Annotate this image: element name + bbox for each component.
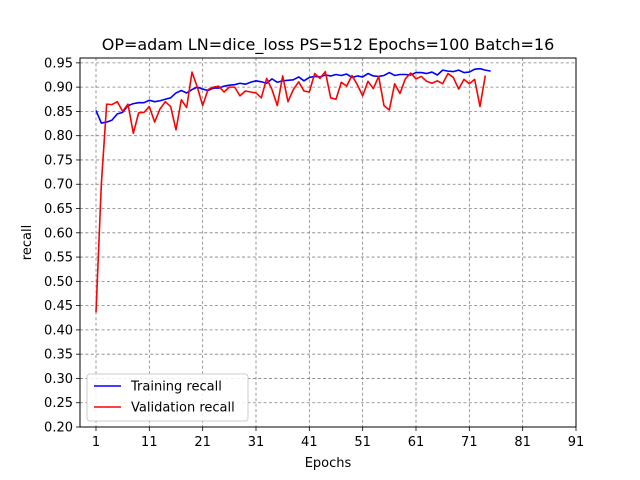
x-tick-label: 1 bbox=[92, 435, 100, 450]
chart-title: OP=adam LN=dice_loss PS=512 Epochs=100 B… bbox=[102, 35, 555, 55]
y-tick-label: 0.45 bbox=[44, 299, 73, 314]
y-tick-label: 0.40 bbox=[44, 323, 73, 338]
x-tick-label: 41 bbox=[301, 435, 318, 450]
y-tick-label: 0.55 bbox=[44, 251, 73, 266]
y-tick-label: 0.25 bbox=[44, 396, 73, 411]
series-line-training-recall bbox=[95, 67, 491, 124]
legend-box bbox=[86, 373, 249, 422]
x-tick-label: 31 bbox=[248, 435, 265, 450]
y-tick-label: 0.70 bbox=[44, 178, 73, 193]
legend: Training recall Validation recall bbox=[86, 373, 249, 422]
y-tick-label: 0.95 bbox=[44, 56, 73, 71]
axis-ticks: 1 11 21 31 41 51 61 71 81 910.200.250.300.350.400… bbox=[44, 56, 584, 450]
x-tick-label: 81 bbox=[514, 435, 531, 450]
series-line-validation-recall bbox=[95, 70, 487, 313]
x-tick-label: 21 bbox=[194, 435, 211, 450]
y-tick-label: 0.50 bbox=[44, 275, 73, 290]
y-tick-label: 0.75 bbox=[44, 153, 73, 168]
legend-label: Validation recall bbox=[131, 401, 235, 416]
x-tick-label: 51 bbox=[354, 435, 371, 450]
y-tick-label: 0.65 bbox=[44, 202, 73, 217]
y-tick-label: 0.90 bbox=[44, 81, 73, 96]
x-tick-label: 71 bbox=[461, 435, 478, 450]
y-tick-label: 0.85 bbox=[44, 105, 73, 120]
x-axis-label: Epochs bbox=[305, 456, 352, 471]
y-tick-label: 0.60 bbox=[44, 226, 73, 241]
y-tick-label: 0.20 bbox=[44, 421, 73, 436]
y-tick-label: 0.80 bbox=[44, 129, 73, 144]
x-tick-label: 91 bbox=[568, 435, 585, 450]
plot-frame bbox=[79, 57, 577, 428]
y-tick-label: 0.30 bbox=[44, 372, 73, 387]
x-tick-label: 61 bbox=[408, 435, 425, 450]
y-tick-label: 0.35 bbox=[44, 348, 73, 363]
x-tick-label: 11 bbox=[141, 435, 158, 450]
series-lines bbox=[95, 67, 491, 313]
y-axis-label: recall bbox=[20, 225, 35, 260]
legend-label: Training recall bbox=[130, 380, 222, 395]
